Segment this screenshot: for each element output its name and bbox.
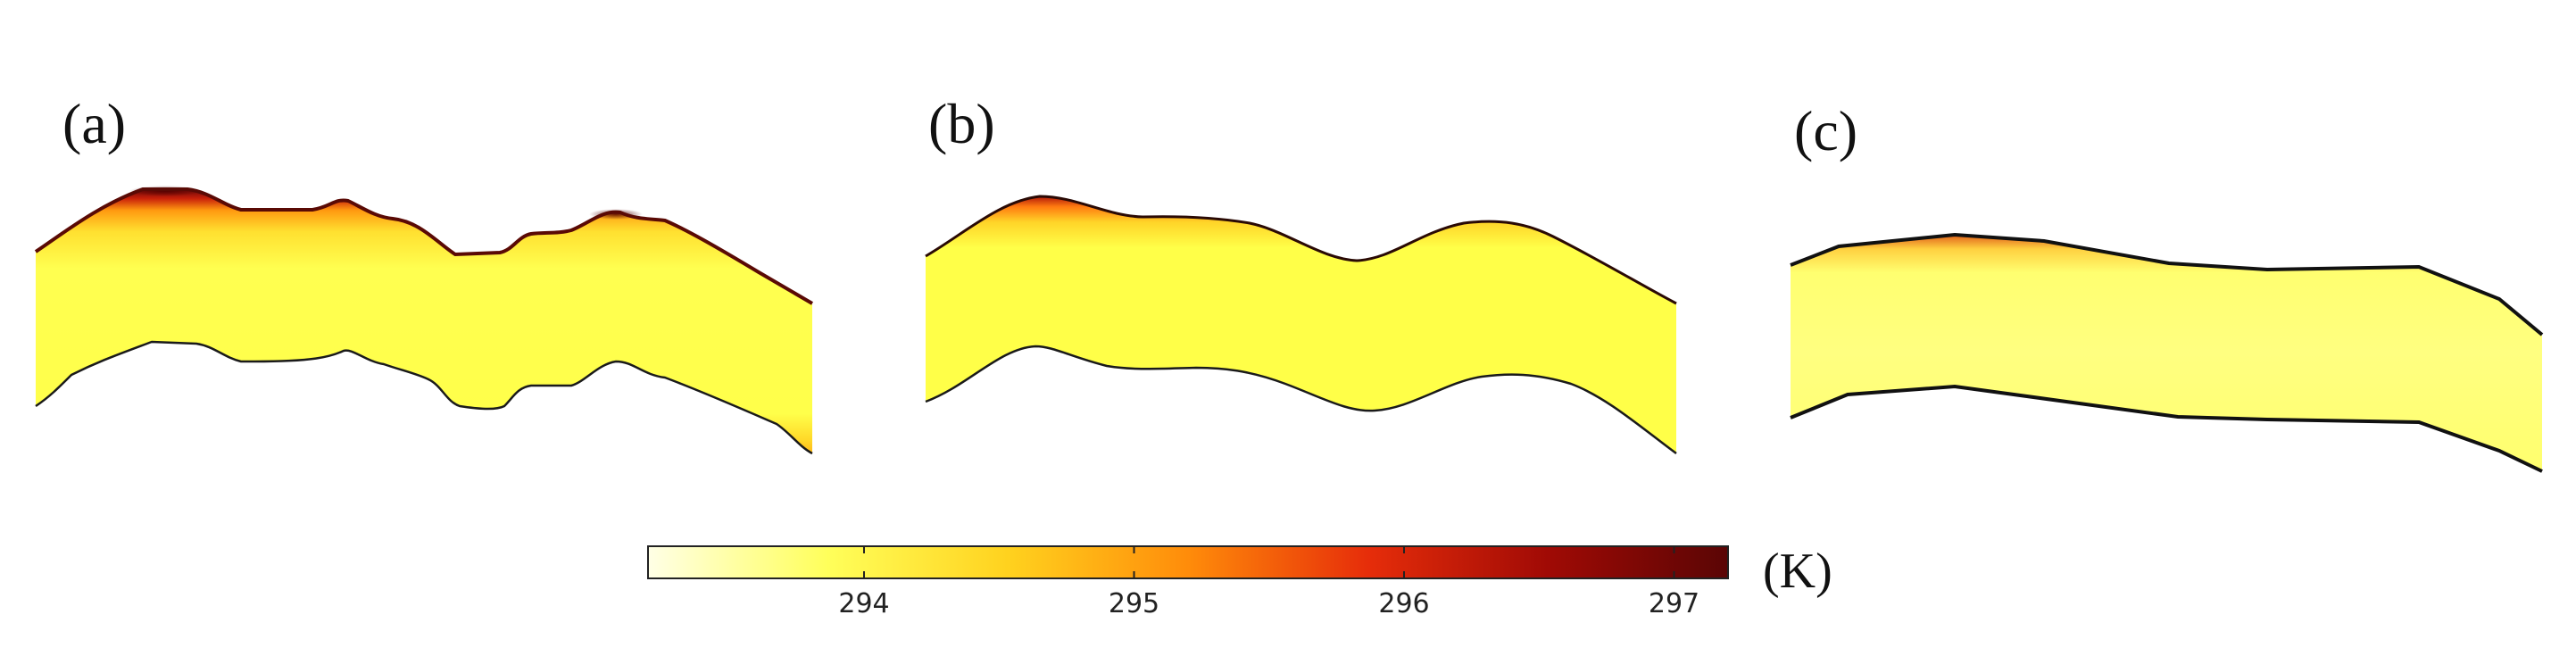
colorbar-ticks: 294 295 296 297 <box>838 546 1699 619</box>
channel-b-bottom-wall <box>925 345 1677 455</box>
colorbar-tick-label: 295 <box>1109 588 1159 619</box>
channel-panel-b <box>925 195 1677 455</box>
colorbar-tick-label: 294 <box>838 588 889 619</box>
panel-label-c: (c) <box>1794 99 1857 162</box>
channel-a-top-wall <box>34 187 814 305</box>
colorbar-tick-label: 296 <box>1378 588 1429 619</box>
channel-panel-c <box>1790 232 2544 473</box>
panel-label-b: (b) <box>928 92 995 155</box>
channel-b-fill <box>926 196 1676 453</box>
colorbar-tick-label: 297 <box>1649 588 1699 619</box>
channel-c-fill <box>1791 235 2542 471</box>
colorbar-gradient <box>647 545 1729 579</box>
channel-a-bottom-wall <box>35 340 813 455</box>
channel-c-top-wall <box>1790 232 2544 336</box>
panel-label-a: (a) <box>62 92 126 155</box>
channel-c-bottom-wall <box>1790 384 2543 473</box>
colorbar-unit: (K) <box>1763 544 1832 599</box>
channel-panel-a <box>34 186 814 455</box>
colorbar: 294 295 296 297 (K) <box>647 544 1832 619</box>
channel-b-top-wall <box>925 195 1677 305</box>
channel-a-fill <box>36 189 812 453</box>
